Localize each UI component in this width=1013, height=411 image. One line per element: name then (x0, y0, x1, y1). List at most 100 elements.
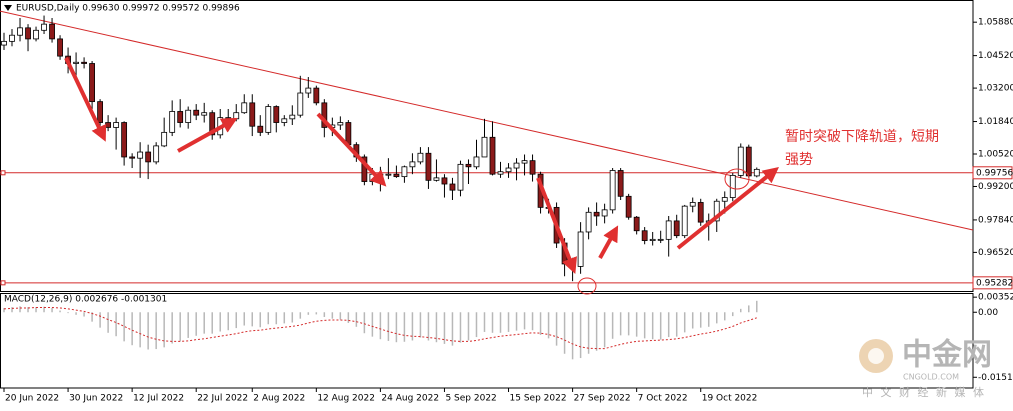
candle-body (385, 173, 392, 176)
candle-body (25, 27, 31, 40)
x-tick-label: 2 Aug 2022 (253, 394, 305, 404)
x-tick-label: 12 Aug 2022 (317, 394, 375, 404)
macd-signal (3, 307, 757, 350)
line-handle (0, 170, 6, 176)
candle-body (265, 106, 272, 133)
candle-body (273, 106, 280, 123)
candle-body (17, 27, 23, 36)
watermark-logo (868, 348, 884, 364)
y-tick-label: 1.03200 (978, 84, 1013, 94)
candle-body (201, 112, 208, 116)
candle-body (113, 122, 120, 128)
candle-body (441, 177, 448, 185)
candle-body (225, 117, 232, 120)
candle-body (625, 195, 632, 218)
candle-body (577, 231, 584, 267)
candle-body (345, 122, 352, 146)
trendline (0, 10, 974, 231)
candle-body (657, 238, 664, 241)
candle-body (313, 87, 320, 104)
watermark-name: 中金网 (902, 338, 992, 373)
candle-body (401, 166, 408, 178)
candle-body (601, 209, 608, 217)
candle-body (649, 238, 656, 241)
y-tick-label: 1.01840 (978, 117, 1013, 127)
panel-icon (4, 5, 12, 11)
candle-body (409, 161, 416, 168)
y-tick-label: 0.00 (978, 308, 998, 318)
candle-body (281, 118, 288, 123)
candle-body (161, 131, 168, 147)
chart-title: EURUSD,Daily 0.99630 0.99972 0.99572 0.9… (16, 4, 240, 14)
candle-body (121, 122, 128, 158)
macd-panel-frame (0, 293, 974, 389)
candle-body (185, 109, 192, 123)
x-tick-label: 19 Oct 2022 (702, 394, 758, 404)
candle-body (377, 173, 384, 176)
arrow (316, 112, 387, 187)
candle-body (449, 183, 456, 191)
arrow (598, 225, 619, 259)
arrow (64, 57, 107, 142)
x-tick-label: 24 Aug 2022 (381, 394, 439, 404)
candle-body (465, 163, 472, 168)
annotation: 暂时突破下降轨道，短期 (785, 129, 939, 145)
candle-body (41, 23, 47, 31)
candle-body (681, 205, 688, 237)
candle-body (713, 200, 720, 222)
candle-body (641, 230, 648, 241)
candle-body (129, 156, 136, 159)
line-handle (0, 280, 6, 286)
candle-body (689, 202, 696, 207)
candle-body (433, 177, 440, 181)
candle-body (33, 29, 39, 40)
candle-body (529, 160, 536, 175)
price-label: 0.95282 (976, 278, 1013, 288)
candle-body (633, 216, 640, 232)
highlight-circle (577, 277, 597, 295)
candle-body (241, 102, 248, 114)
candle-body (609, 170, 616, 211)
candle-body (585, 211, 592, 233)
candle-body (1, 40, 7, 46)
candle-body (417, 152, 424, 163)
arrows (64, 57, 779, 274)
candle-body (249, 102, 256, 127)
y-tick-label: 0.96520 (978, 248, 1013, 258)
candle-body (193, 109, 200, 116)
candle-body (729, 175, 736, 198)
candle-body (697, 202, 704, 223)
candle-body (153, 145, 160, 163)
arrow (177, 117, 238, 153)
candle-body (665, 220, 672, 240)
candle-body (473, 156, 480, 168)
candle-body (297, 92, 304, 116)
candle-body (737, 146, 744, 176)
candle-body (73, 61, 79, 64)
y-tick-label: 1.04520 (978, 51, 1013, 61)
candle-body (305, 87, 312, 94)
y-tick-label: -0.015193 (978, 373, 1013, 383)
candle-body (9, 34, 15, 42)
candle-body (89, 63, 95, 103)
candle-body (257, 125, 264, 133)
candle-body (105, 122, 112, 128)
candle-body (513, 162, 520, 169)
x-tick-label: 7 Oct 2022 (638, 394, 688, 404)
candle-body (521, 160, 528, 164)
candle-body (497, 171, 504, 175)
candle-body (481, 136, 488, 158)
y-tick-label: 1.00520 (978, 150, 1013, 160)
candle-body (425, 152, 432, 181)
x-tick-label: 20 Jun 2022 (5, 394, 59, 404)
x-tick-label: 15 Sep 2022 (510, 394, 567, 404)
candle-body (57, 38, 63, 57)
candle-body (169, 111, 176, 133)
candle-body (137, 151, 144, 159)
x-tick-label: 22 Jul 2022 (197, 394, 248, 404)
candle-body (617, 170, 624, 197)
candle-body (393, 173, 400, 178)
candle-body (745, 146, 752, 177)
x-tick-label: 27 Sep 2022 (574, 394, 631, 404)
